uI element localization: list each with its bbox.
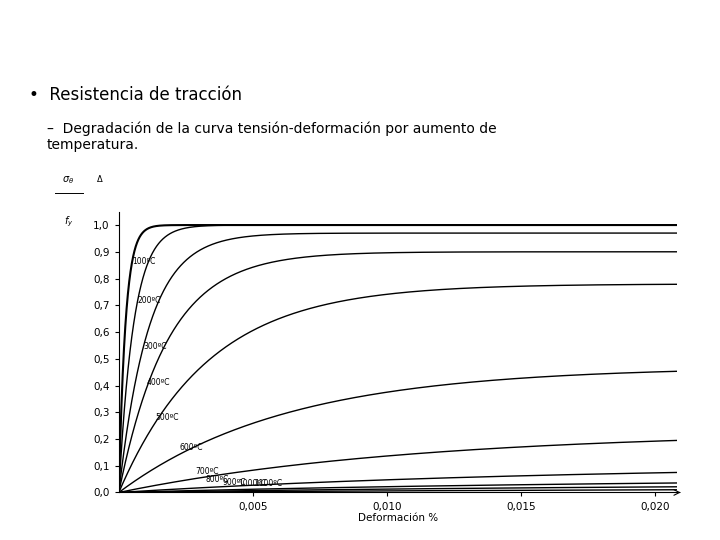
Text: –  Degradación de la curva tensión-deformación por aumento de
temperatura.: – Degradación de la curva tensión-deform… <box>47 122 496 152</box>
Text: 600ºC: 600ºC <box>179 443 202 452</box>
Text: $\Delta$: $\Delta$ <box>96 173 104 184</box>
Text: 300ºC: 300ºC <box>143 342 166 350</box>
Text: 3. Principios estructurales: 3. Principios estructurales <box>12 23 425 51</box>
Text: 700ºC: 700ºC <box>195 467 219 476</box>
Text: a̲c̲e̲r̲o̲: a̲c̲e̲r̲o̲ <box>29 513 73 527</box>
Text: 900ºC: 900ºC <box>222 478 246 487</box>
Text: •  Resistencia de tracción: • Resistencia de tracción <box>29 86 242 104</box>
Text: 800ºC: 800ºC <box>206 475 230 484</box>
Text: 100ºC: 100ºC <box>132 257 156 266</box>
Text: $f_y$: $f_y$ <box>64 214 73 229</box>
X-axis label: Deformación %: Deformación % <box>358 513 438 523</box>
Text: 400ºC: 400ºC <box>147 379 171 387</box>
Text: 1100ºC: 1100ºC <box>254 480 282 488</box>
Text: al: al <box>9 513 24 527</box>
Text: Programa de Apoyo a la Enseñanza de la Construcción en Acero: Programa de Apoyo a la Enseñanza de la C… <box>83 515 441 525</box>
Text: $\sigma_\theta$: $\sigma_\theta$ <box>63 174 75 186</box>
Text: TRACCIÓN: TRACCIÓN <box>603 28 698 46</box>
Text: 200ºC: 200ºC <box>138 296 161 305</box>
Text: 500ºC: 500ºC <box>155 413 179 422</box>
Text: 1000ºC: 1000ºC <box>238 478 266 488</box>
